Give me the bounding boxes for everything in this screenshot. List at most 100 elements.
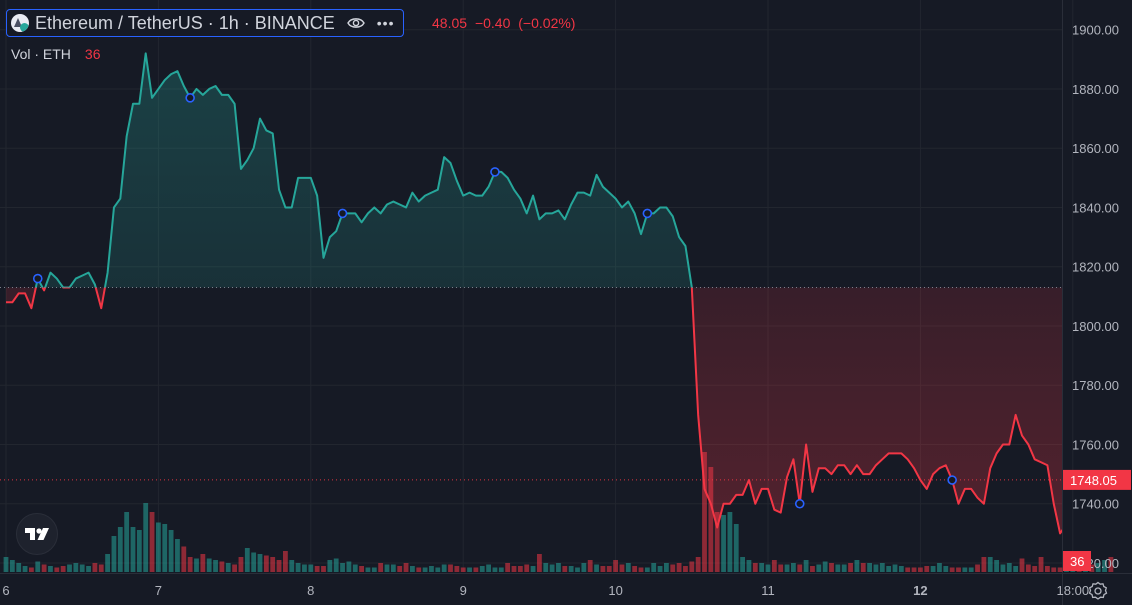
volume-bar <box>143 503 149 572</box>
volume-bar <box>187 557 193 572</box>
volume-bar <box>390 564 396 572</box>
volume-bar <box>403 563 409 572</box>
eye-icon[interactable] <box>346 14 365 32</box>
volume-bar <box>283 551 288 572</box>
volume-bar <box>35 561 41 572</box>
price-line-up <box>34 52 693 288</box>
volume-bar <box>86 566 91 572</box>
volume-bar <box>644 567 650 572</box>
session-marker <box>32 273 43 284</box>
volume-bar <box>968 567 974 572</box>
session-marker <box>947 475 957 485</box>
volume-bar <box>791 563 796 572</box>
volume-bar <box>708 467 714 572</box>
volume-bar <box>638 567 644 572</box>
volume-bar <box>467 567 472 572</box>
volume-bar <box>479 566 485 572</box>
volume-bar <box>676 563 682 572</box>
symbol-title[interactable]: Ethereum / TetherUS · 1h · BINANCE <box>35 12 335 33</box>
volume-bar <box>797 564 803 572</box>
volume-bar <box>587 560 593 572</box>
volume-bar <box>746 560 752 572</box>
volume-bar <box>346 561 352 572</box>
volume-bar <box>848 563 853 572</box>
volume-bar <box>238 557 244 572</box>
volume-bar <box>994 560 999 572</box>
volume-bar <box>156 522 161 572</box>
y-tick-label: 1800.00 <box>1072 319 1119 334</box>
volume-bar <box>384 564 390 572</box>
volume-bar <box>1108 557 1114 572</box>
volume-bar <box>962 567 968 572</box>
session-marker <box>337 208 348 219</box>
volume-badge <box>1063 551 1091 571</box>
volume-bar <box>1019 558 1025 572</box>
volume-bar <box>829 563 834 572</box>
x-tick-label: 11 <box>761 583 775 598</box>
more-options-icon[interactable]: ••• <box>376 15 395 31</box>
volume-bar <box>511 566 517 572</box>
volume-bar <box>575 567 580 572</box>
volume-bar <box>562 566 568 572</box>
volume-bar <box>149 512 155 572</box>
last-price-value: 48.05 <box>432 15 468 31</box>
volume-bar <box>359 566 364 572</box>
volume-bar <box>448 564 453 572</box>
volume-bar <box>1000 564 1006 572</box>
volume-bar <box>1038 557 1044 572</box>
volume-bar <box>371 567 377 572</box>
x-tick-label: 18:00 <box>1057 583 1090 598</box>
volume-bar <box>422 567 428 572</box>
volume-bar <box>251 552 257 572</box>
volume-bar <box>600 566 606 572</box>
y-tick-label: 1780.00 <box>1072 378 1119 393</box>
volume-bar <box>606 566 612 572</box>
volume-bar <box>333 558 339 572</box>
volume-bar <box>664 563 669 572</box>
volume-bar <box>568 566 574 572</box>
y-tick-label: 1740.00 <box>1072 497 1119 512</box>
volume-bar <box>41 564 47 572</box>
volume-bar <box>244 548 250 572</box>
price-legend: 48.05 −0.40 (−0.02%) <box>432 15 579 31</box>
volume-bar <box>60 566 66 572</box>
volume-legend[interactable]: Vol · ETH 36 <box>11 46 100 62</box>
volume-bar <box>714 512 720 572</box>
volume-bar <box>365 567 371 572</box>
price-change-percent: (−0.02%) <box>518 15 576 31</box>
last-price-badge-text: 1748.05 <box>1070 473 1117 488</box>
volume-bar <box>435 567 441 572</box>
volume-bar <box>124 512 130 572</box>
volume-bar <box>740 557 745 572</box>
volume-bar <box>295 563 301 572</box>
price-change: −0.40 <box>474 15 511 31</box>
session-marker <box>794 498 805 509</box>
volume-bar <box>803 560 809 572</box>
volume-badge-text: 36 <box>1070 554 1084 569</box>
volume-bar <box>276 560 282 572</box>
volume-bar <box>1089 564 1095 572</box>
volume-bar <box>321 566 326 572</box>
x-tick-label: 7 <box>155 583 162 598</box>
volume-bar <box>1006 563 1012 572</box>
volume-bar <box>956 567 961 572</box>
volume-bar <box>492 567 498 572</box>
y-tick-label: 1760.00 <box>1072 437 1119 452</box>
volume-bar <box>416 567 422 572</box>
volume-bar <box>943 566 949 572</box>
volume-bar <box>771 560 777 572</box>
volume-bar <box>1095 563 1101 572</box>
tradingview-logo-icon[interactable] <box>16 513 58 555</box>
volume-bar <box>810 566 815 572</box>
symbol-legend[interactable]: Ethereum / TetherUS · 1h · BINANCE ••• <box>6 9 404 37</box>
volume-bar <box>892 564 898 572</box>
settings-gear-icon[interactable] <box>1088 581 1108 601</box>
volume-bar <box>181 546 187 572</box>
volume-bar <box>886 566 892 572</box>
volume-bar <box>213 560 218 572</box>
volume-bar <box>48 566 53 572</box>
y-tick-label: 1900.00 <box>1072 23 1119 38</box>
volume-bar <box>822 561 828 572</box>
area-above-baseline <box>35 53 692 288</box>
